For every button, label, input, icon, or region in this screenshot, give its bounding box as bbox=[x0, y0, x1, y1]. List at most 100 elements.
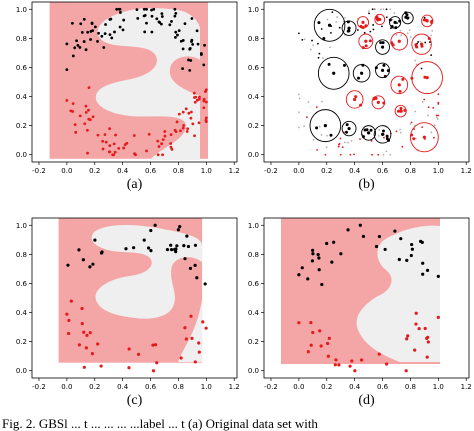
point-class0 bbox=[193, 243, 198, 247]
point-class0 bbox=[405, 258, 409, 262]
point-class1 bbox=[337, 363, 341, 367]
x-tick-label: 0.6 bbox=[377, 383, 389, 391]
point-class0 bbox=[431, 29, 434, 32]
point-class0 bbox=[153, 223, 157, 227]
point-class1 bbox=[169, 145, 173, 149]
point-class1 bbox=[127, 366, 131, 370]
point-class0 bbox=[311, 39, 313, 42]
point-class0 bbox=[176, 228, 180, 232]
ball-member-point bbox=[359, 103, 363, 107]
point-class0 bbox=[425, 268, 430, 272]
ball-member-point bbox=[398, 19, 402, 23]
point-class1 bbox=[326, 354, 330, 358]
point-class0 bbox=[385, 8, 388, 11]
point-class1 bbox=[339, 153, 342, 156]
point-class0 bbox=[82, 40, 86, 43]
x-tick-label: 0.8 bbox=[173, 383, 184, 391]
point-class1 bbox=[169, 142, 173, 145]
ball-center bbox=[364, 39, 368, 43]
point-class0 bbox=[311, 252, 315, 256]
region-class1 bbox=[95, 8, 200, 160]
point-class0 bbox=[150, 8, 153, 12]
point-class1 bbox=[378, 129, 381, 131]
x-tick-label: -0.2 bbox=[32, 167, 46, 175]
ball-member-point bbox=[399, 109, 403, 113]
ball-member-point bbox=[379, 41, 383, 45]
point-class0 bbox=[93, 238, 97, 242]
ball-member-point bbox=[396, 109, 400, 113]
point-class1 bbox=[417, 327, 421, 331]
granular-ball bbox=[313, 8, 346, 42]
y-tick-label: 0.2 bbox=[16, 122, 27, 130]
point-class1 bbox=[112, 142, 116, 146]
point-class0 bbox=[317, 56, 320, 59]
point-class0 bbox=[81, 258, 85, 262]
axes-frame-d bbox=[263, 217, 470, 379]
point-class0 bbox=[142, 7, 146, 11]
ticks-c: -0.2 0.0 0.2 0.4 0.6 0.8 1.0 1.2 0.0 0.2 0.4 0.6 0.8… bbox=[16, 222, 240, 391]
y-tick-label: 0.2 bbox=[16, 338, 27, 346]
ball-member-point bbox=[345, 123, 349, 127]
point-class1 bbox=[383, 136, 385, 139]
point-class0 bbox=[391, 18, 394, 21]
point-class1 bbox=[103, 133, 107, 137]
point-class1 bbox=[175, 120, 179, 124]
ball-member-point bbox=[410, 133, 414, 137]
point-class1 bbox=[309, 343, 313, 347]
point-class1 bbox=[163, 130, 167, 133]
point-class0 bbox=[183, 257, 187, 261]
granular-ball bbox=[361, 125, 377, 141]
ball-center bbox=[347, 26, 351, 30]
point-class1 bbox=[179, 129, 182, 133]
point-class1 bbox=[437, 103, 440, 105]
ball-member-point bbox=[423, 75, 427, 79]
point-class1 bbox=[184, 337, 188, 341]
point-class0 bbox=[369, 30, 372, 33]
point-class1 bbox=[327, 336, 331, 340]
y-tick-label: 0.2 bbox=[248, 122, 259, 130]
point-class1 bbox=[160, 142, 164, 146]
point-class0 bbox=[159, 22, 163, 26]
point-class1 bbox=[377, 153, 380, 156]
ball-member-point bbox=[368, 39, 372, 43]
ball-center bbox=[353, 97, 357, 102]
ball-member-point bbox=[391, 43, 395, 47]
y-tick-label: 0.6 bbox=[248, 280, 260, 288]
balls-b bbox=[309, 8, 443, 153]
point-class1 bbox=[297, 126, 300, 129]
point-class1 bbox=[77, 343, 81, 347]
x-tick-label: 1.2 bbox=[461, 167, 472, 175]
panel-b: -0.2 0.0 0.2 0.4 0.6 0.8 1.0 1.2 0.0 0.2 0.4 0.6 0.8… bbox=[248, 1, 472, 192]
point-class1 bbox=[145, 149, 148, 153]
point-class1 bbox=[421, 101, 424, 103]
point-class1 bbox=[169, 133, 173, 136]
granular-ball bbox=[375, 39, 390, 55]
point-class0 bbox=[108, 33, 112, 37]
point-class0 bbox=[104, 23, 107, 26]
ball-center bbox=[347, 126, 351, 131]
point-class0 bbox=[311, 248, 315, 252]
point-class0 bbox=[312, 44, 314, 47]
point-class0 bbox=[395, 33, 398, 36]
point-class1 bbox=[350, 359, 354, 363]
x-tick-label: 0.4 bbox=[349, 383, 361, 391]
ball-member-point bbox=[376, 18, 380, 22]
point-class0 bbox=[158, 21, 162, 24]
point-class0 bbox=[320, 282, 324, 287]
point-class0 bbox=[78, 46, 82, 49]
point-class1 bbox=[410, 121, 413, 124]
point-class0 bbox=[406, 32, 409, 35]
point-class0 bbox=[150, 30, 154, 34]
ball-member-point bbox=[317, 21, 321, 25]
ball-center bbox=[422, 135, 426, 139]
point-class1 bbox=[177, 112, 181, 116]
ticks-b: -0.2 0.0 0.2 0.4 0.6 0.8 1.0 1.2 0.0 0.2 0.4 0.6 0.8… bbox=[248, 6, 472, 175]
x-tick-label: 0.4 bbox=[117, 383, 129, 391]
point-class1 bbox=[385, 150, 388, 153]
ball-member-point bbox=[404, 11, 408, 15]
point-class1 bbox=[395, 130, 398, 133]
point-class1 bbox=[426, 335, 430, 339]
point-class1 bbox=[91, 115, 95, 119]
point-class1 bbox=[347, 141, 349, 144]
